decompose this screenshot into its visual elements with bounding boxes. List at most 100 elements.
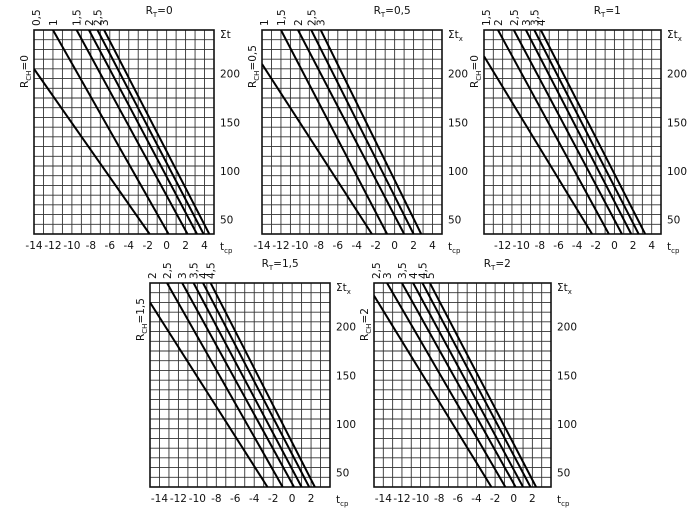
rch-label: RCH=0,5	[247, 45, 261, 88]
chart-title-tail: =0,5	[385, 5, 411, 17]
x-tick-label: -4	[572, 240, 583, 252]
chart-title: RT=0,5	[374, 5, 411, 19]
rch-label-tail: =0	[19, 55, 31, 70]
x-tick-label: -4	[351, 240, 362, 252]
plot-frame	[373, 282, 552, 488]
x-tick-label: -12	[494, 240, 511, 252]
rch-label-main: R	[247, 81, 259, 88]
x-tick-label: -12	[44, 240, 61, 252]
x-tick-label: -6	[453, 493, 464, 505]
series-line	[319, 30, 423, 234]
x-tick-label: -12	[272, 240, 289, 252]
x-tick-label: 0	[163, 240, 170, 252]
x-tick-label: 0	[289, 493, 296, 505]
series-label: 1,5	[72, 9, 84, 26]
series-line	[280, 30, 388, 234]
series-label: 4,5	[206, 262, 218, 279]
series-line	[412, 283, 524, 487]
y-tick-label: 150	[557, 370, 577, 382]
x-axis-label-sub: cp	[224, 247, 233, 255]
series-label: 3	[177, 272, 189, 279]
series-line	[103, 30, 211, 234]
x-tick-label: -6	[230, 493, 241, 505]
series-line	[75, 30, 189, 234]
y-axis-label: Σtx	[448, 29, 463, 43]
x-tick-label: -2	[591, 240, 601, 252]
x-tick-label: -10	[513, 240, 530, 252]
rch-label-tail: =1,5	[135, 298, 147, 324]
chart-title-sub: T	[380, 11, 386, 19]
y-tick-label: 50	[448, 214, 461, 226]
rch-label-main: R	[469, 81, 481, 88]
x-tick-label: -10	[412, 493, 429, 505]
series-line	[181, 283, 295, 487]
x-axis-label-sub: cp	[340, 500, 349, 508]
chart-title: RT=1,5	[262, 258, 299, 272]
x-tick-label: -2	[142, 240, 152, 252]
series-label: 2	[147, 272, 159, 279]
y-axis-label-main: Σt	[667, 29, 678, 41]
series-line	[386, 283, 507, 487]
y-axis-label-main: Σt	[220, 29, 231, 41]
series-lines	[374, 283, 537, 487]
x-tick-label: -12	[170, 493, 187, 505]
series-label: 4,5	[417, 262, 429, 279]
x-axis-label-main: t	[220, 241, 224, 253]
chart-panel-3: 1,5 2 2,5 33,54-12 -10 -8 -6 -4 -2 0 2 4 tcp50100150…	[469, 5, 687, 255]
y-axis-label: Σtx	[557, 282, 572, 296]
series-lines	[150, 283, 316, 487]
series-lines	[484, 30, 647, 234]
series-label: 2,5	[306, 9, 318, 26]
x-tick-label: -2	[490, 493, 500, 505]
series-line	[262, 63, 373, 234]
chart-title: RT=0	[146, 5, 173, 19]
x-tick-label: 2	[182, 240, 189, 252]
series-label: 2,5	[162, 262, 174, 279]
x-tick-label: -14	[25, 240, 42, 252]
x-tick-label: -8	[211, 493, 221, 505]
series-label: 0,5	[31, 9, 43, 26]
x-tick-label: -4	[123, 240, 134, 252]
chart-title-tail: =1	[605, 5, 620, 17]
series-line	[374, 295, 493, 487]
rch-label-main: R	[135, 334, 147, 341]
y-tick-label: 200	[448, 69, 468, 81]
series-line	[539, 30, 647, 234]
grid	[149, 282, 331, 488]
y-tick-label: 50	[220, 214, 233, 226]
x-tick-label: -8	[314, 240, 324, 252]
series-label: 2,5	[509, 9, 521, 26]
x-axis-label: tcp	[448, 241, 461, 255]
y-tick-label: 200	[557, 322, 577, 334]
series-line	[484, 55, 593, 234]
x-tick-label: 4	[201, 240, 208, 252]
chart-title-sub: T	[268, 264, 274, 272]
x-tick-label: -8	[434, 493, 444, 505]
series-label: 3,5	[397, 262, 409, 279]
series-label: 3	[382, 272, 394, 279]
series-label: 1,5	[481, 9, 493, 26]
x-axis-label-main: t	[336, 494, 340, 506]
rch-label-sub: CH	[253, 71, 261, 81]
y-axis-label-sub: x	[678, 35, 682, 43]
y-axis-label: Σtx	[667, 29, 682, 43]
x-tick-label: 2	[630, 240, 637, 252]
series-label: 2	[493, 19, 505, 26]
x-tick-label: -6	[553, 240, 564, 252]
plot-frame	[33, 29, 215, 235]
y-axis-label-sub: x	[568, 288, 572, 296]
x-axis-label-main: t	[667, 241, 671, 253]
rch-label-sub: CH	[141, 324, 149, 334]
rch-label: RCH=0	[469, 55, 483, 88]
chart-panel-2: 1 1,5 2 2,53-14 -12 -10 -8 -6 -4 -2 0 2 4 tcp50100150…	[247, 5, 468, 255]
y-tick-label: 100	[220, 166, 240, 178]
series-label: 4	[198, 272, 210, 279]
series-label: 5	[425, 272, 437, 279]
x-axis-label-main: t	[557, 494, 561, 506]
series-line	[192, 283, 303, 487]
y-tick-label: 200	[336, 322, 356, 334]
chart-title: RT=1	[594, 5, 621, 19]
plot-frame	[149, 282, 331, 488]
y-tick-label: 200	[667, 69, 687, 81]
series-label: 2,5	[371, 262, 383, 279]
